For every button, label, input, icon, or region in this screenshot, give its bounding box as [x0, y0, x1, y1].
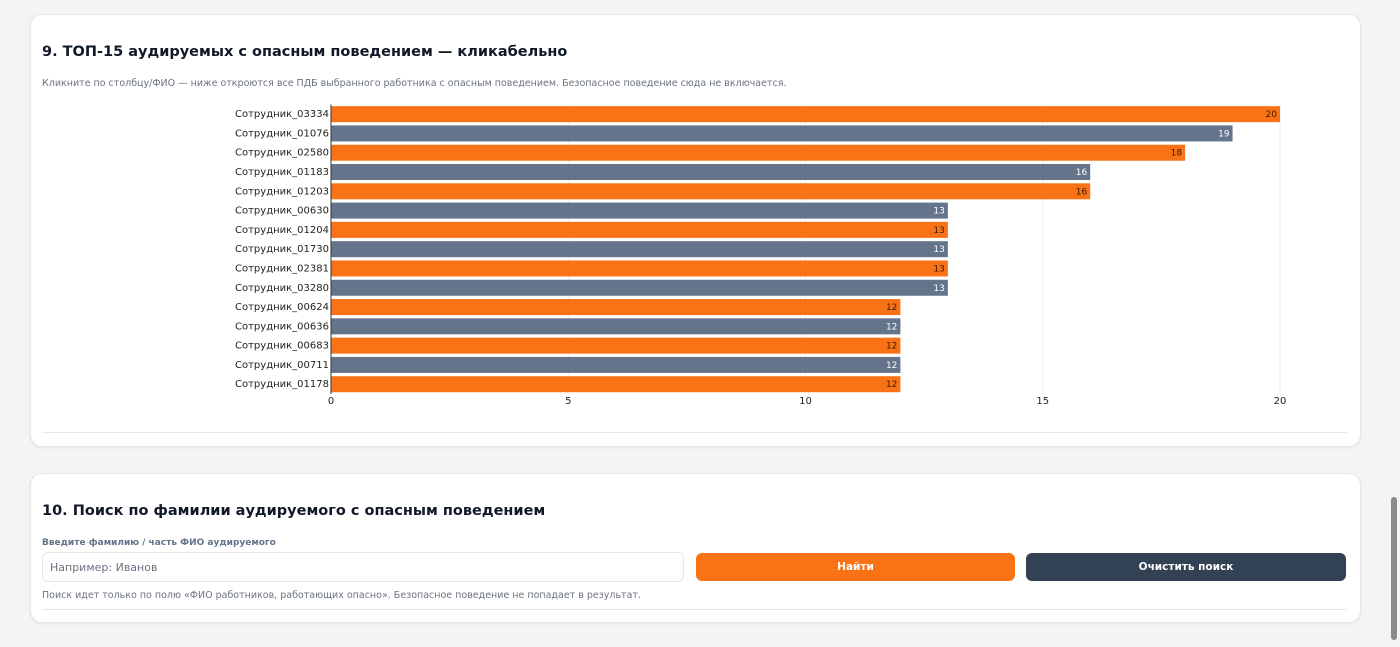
value-label: 12: [886, 342, 897, 352]
bar[interactable]: [331, 125, 1233, 142]
value-label: 13: [933, 207, 944, 217]
y-tick-label[interactable]: Сотрудник_01203: [235, 186, 329, 197]
bar[interactable]: [331, 279, 948, 296]
value-label: 13: [933, 226, 944, 236]
y-tick-label[interactable]: Сотрудник_02381: [235, 263, 329, 274]
chart-subtitle: Кликните по столбцу/ФИО — ниже откроются…: [42, 78, 787, 89]
y-tick-label[interactable]: Сотрудник_00711: [235, 360, 329, 371]
divider: [42, 432, 1347, 433]
value-label: 13: [933, 284, 944, 294]
y-tick-label[interactable]: Сотрудник_02580: [235, 148, 329, 159]
y-tick-label[interactable]: Сотрудник_00624: [235, 302, 329, 313]
bar[interactable]: [331, 260, 948, 277]
x-tick-label: 5: [565, 396, 571, 407]
bar[interactable]: [331, 337, 901, 354]
y-tick-label[interactable]: Сотрудник_00630: [235, 206, 329, 217]
clear-button[interactable]: Очистить поиск: [1026, 553, 1346, 581]
y-tick-label[interactable]: Сотрудник_03280: [235, 283, 329, 294]
value-label: 16: [1076, 168, 1088, 178]
search-title: 10. Поиск по фамилии аудируемого с опасн…: [42, 503, 546, 519]
divider: [42, 609, 1347, 610]
bar[interactable]: [331, 106, 1280, 123]
y-tick-label[interactable]: Сотрудник_01178: [235, 379, 329, 390]
bar[interactable]: [331, 221, 948, 238]
chart: 0 5 10 15 20 Сотрудник_03334 20 Сотрудник_01076…: [235, 104, 1287, 407]
y-tick-label[interactable]: Сотрудник_01183: [235, 167, 329, 178]
bar[interactable]: [331, 202, 948, 219]
search-input[interactable]: [42, 552, 684, 582]
value-label: 12: [886, 361, 897, 371]
bar[interactable]: [331, 376, 901, 393]
value-label: 20: [1266, 110, 1278, 120]
y-tick-label[interactable]: Сотрудник_01730: [235, 244, 329, 255]
y-tick-label[interactable]: Сотрудник_00683: [235, 341, 329, 352]
y-tick-label[interactable]: Сотрудник_01204: [235, 225, 329, 236]
value-label: 13: [933, 245, 944, 255]
x-tick-label: 0: [328, 396, 334, 407]
y-tick-label[interactable]: Сотрудник_00636: [235, 321, 329, 332]
input-label: Введите фамилию / часть ФИО аудируемого: [42, 538, 276, 548]
value-label: 16: [1076, 187, 1088, 197]
find-button[interactable]: Найти: [696, 553, 1015, 581]
y-tick-label[interactable]: Сотрудник_01076: [235, 128, 329, 139]
bar[interactable]: [331, 164, 1091, 181]
value-label: 19: [1218, 129, 1230, 139]
bar[interactable]: [331, 241, 948, 258]
scrollbar[interactable]: [1391, 497, 1397, 640]
bar[interactable]: [331, 318, 901, 335]
value-label: 18: [1171, 149, 1183, 159]
value-label: 12: [886, 380, 897, 390]
bar[interactable]: [331, 299, 901, 316]
bar[interactable]: [331, 144, 1186, 161]
value-label: 12: [886, 322, 897, 332]
x-tick-label: 10: [799, 396, 812, 407]
chart-title: 9. ТОП-15 аудируемых с опасным поведение…: [42, 44, 568, 60]
bar[interactable]: [331, 356, 901, 373]
x-tick-label: 15: [1036, 396, 1049, 407]
search-note: Поиск идет только по полю «ФИО работнико…: [42, 590, 641, 601]
y-tick-label[interactable]: Сотрудник_03334: [235, 109, 329, 120]
search-card: [30, 473, 1361, 623]
x-tick-label: 20: [1274, 396, 1287, 407]
value-label: 13: [933, 264, 944, 274]
value-label: 12: [886, 303, 897, 313]
bar[interactable]: [331, 183, 1091, 200]
